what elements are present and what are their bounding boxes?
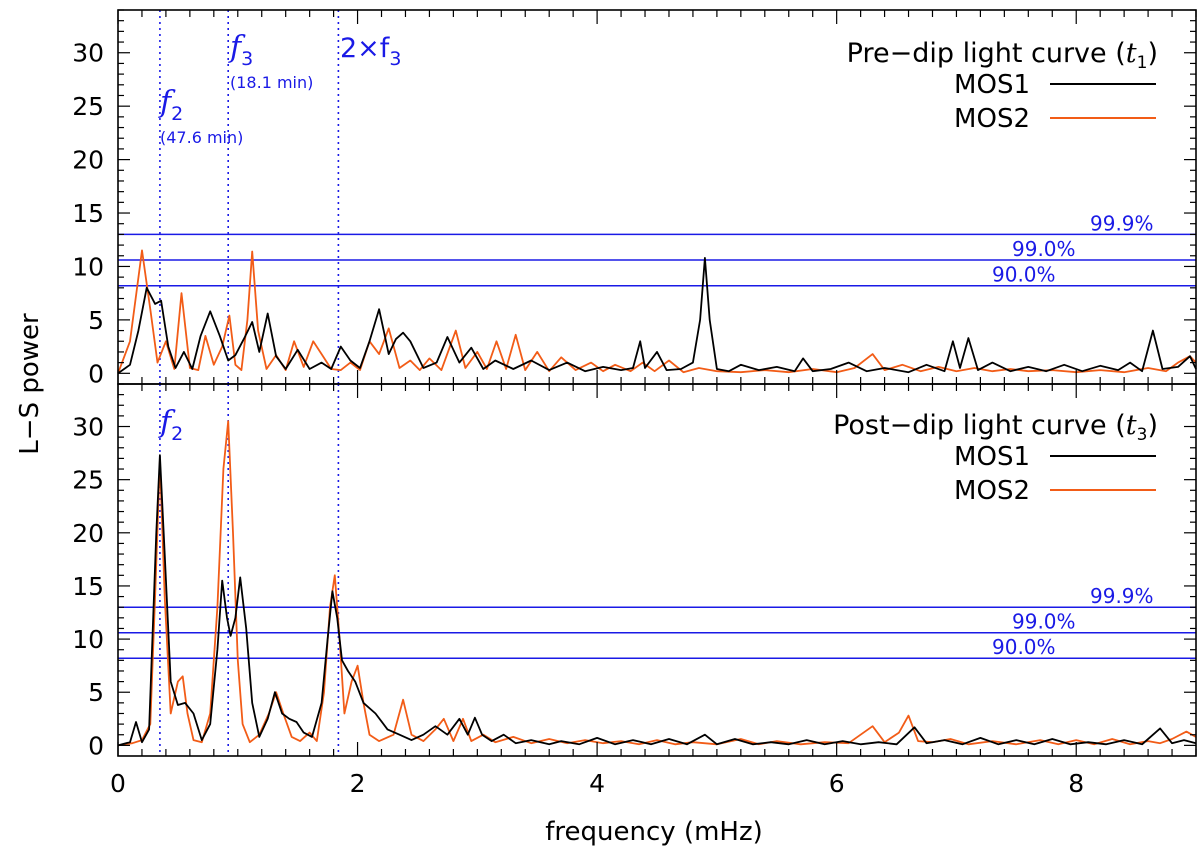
panel-1-ytick-label-4: 20 (72, 146, 104, 175)
marker-label-f2-lower: f2 (158, 405, 183, 445)
x-axis-title: frequency (mHz) (545, 817, 762, 847)
panel-2-ytick-label-1: 5 (88, 678, 104, 707)
panel-1-ytick-label-6: 30 (72, 39, 104, 68)
xtick-label-4: 8 (1068, 769, 1084, 798)
marker-period-f3: (18.1 min) (230, 73, 313, 92)
panel-1-significance-label-2: 90.0% (992, 263, 1056, 287)
panel-2-ytick-label-4: 20 (72, 519, 104, 548)
panel-2-series-mos1 (117, 454, 1197, 747)
panel-2-title: Post−dip light curve (t3) (833, 410, 1158, 445)
marker-period-f2: (47.6 min) (160, 128, 243, 147)
panel-1-legend-label-0: MOS1 (954, 70, 1030, 100)
panel-1-significance-label-1: 99.0% (1012, 237, 1076, 261)
panel-2-title-sub: 3 (1137, 425, 1148, 445)
marker-label-f2: f2 (158, 85, 183, 125)
marker-label-f3: f3 (228, 30, 253, 70)
panel-2-ytick-label-6: 30 (72, 413, 104, 442)
panel-2-ytick-label-0: 0 (88, 731, 104, 760)
panel-1-title-var: t (1126, 38, 1137, 69)
panel-1-series-mos2 (117, 249, 1197, 374)
panel-2-significance-label-1: 99.0% (1012, 610, 1076, 634)
panel-2-significance-label-0: 99.9% (1090, 584, 1154, 608)
panel-2-frame (117, 383, 1197, 757)
panel-1-significance-label-0: 99.9% (1090, 211, 1154, 235)
marker-label-f2-lower-sub: 2 (171, 423, 183, 445)
panel-2-title-var: t (1126, 410, 1137, 441)
panel-1-title: Pre−dip light curve (t1) (847, 38, 1158, 73)
xtick-label-2: 4 (589, 769, 605, 798)
panel-2-legend-label-1: MOS2 (954, 476, 1030, 506)
marker-label-2f3: 2×f3 (340, 33, 401, 70)
marker-label-f3-sub: 3 (241, 48, 253, 70)
panel-1-title-prefix: Pre−dip light curve ( (847, 38, 1126, 69)
panel-2-ytick-label-5: 25 (72, 466, 104, 495)
panel-2-ytick-label-3: 15 (72, 572, 104, 601)
panel-1-ytick-label-5: 25 (72, 92, 104, 121)
marker-label-2f3-sub: 3 (389, 48, 401, 70)
panel-1-ytick-label-2: 10 (72, 252, 104, 281)
panel-1-ytick-label-0: 0 (88, 359, 104, 388)
panel-1-series-mos1 (117, 257, 1197, 375)
xtick-label-3: 6 (829, 769, 845, 798)
panel-2-legend-label-0: MOS1 (954, 442, 1030, 472)
xtick-label-1: 2 (350, 769, 366, 798)
panel-2-title-suffix: ) (1147, 410, 1158, 441)
xtick-label-0: 0 (110, 769, 126, 798)
panel-1-ytick-label-3: 15 (72, 199, 104, 228)
panel-1-title-sub: 1 (1137, 53, 1148, 73)
panel-2-ytick-label-2: 10 (72, 625, 104, 654)
marker-label-2f3-symbol: 2×f (340, 33, 391, 64)
marker-label-f2-sub: 2 (171, 103, 183, 125)
y-axis-title: L−S power (15, 313, 45, 455)
panel-1-legend-label-1: MOS2 (954, 104, 1030, 134)
panel-1-ytick-label-1: 5 (88, 306, 104, 335)
panel-2-series-mos2 (117, 420, 1197, 747)
panel-2-title-prefix: Post−dip light curve ( (833, 410, 1126, 441)
panel-1-title-suffix: ) (1147, 38, 1158, 69)
panel-2-significance-label-2: 90.0% (992, 635, 1056, 659)
